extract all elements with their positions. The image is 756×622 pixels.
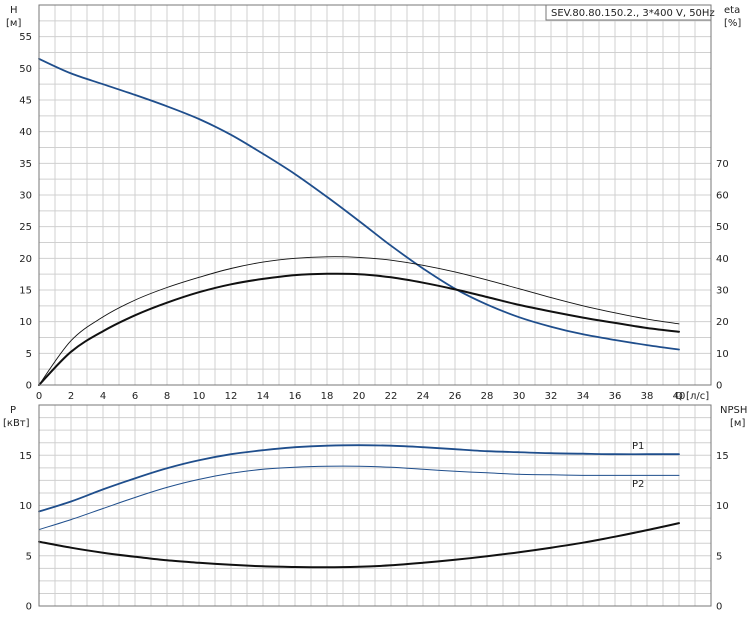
series-label-p1: P1 <box>632 441 644 452</box>
series-line-h <box>38 57 680 351</box>
top-x-ticks: 0 2 4 6 8 10 12 14 16 18 20 22 24 26 28 30 32 34 36 38 40 <box>36 391 686 402</box>
bottom-grid <box>39 405 711 606</box>
series-line-p1 <box>38 444 680 513</box>
left-tick-label: 40 <box>19 127 32 138</box>
x-tick-label: 24 <box>417 391 430 402</box>
left-tick-label: 0 <box>26 381 32 392</box>
right-tick-label: 10 <box>716 349 729 360</box>
right-tick-label: 0 <box>716 602 722 613</box>
top-left-ticks: 0 5 10 15 20 25 30 35 40 45 50 55 <box>19 32 32 391</box>
x-tick-label: 34 <box>577 391 590 402</box>
top-grid <box>39 5 711 385</box>
left-tick-label: 0 <box>26 602 32 613</box>
top-right-axis-label: eta <box>724 5 740 16</box>
left-tick-label: 10 <box>19 317 32 328</box>
top-right-axis-unit: [%] <box>724 18 741 29</box>
x-tick-label: 36 <box>609 391 622 402</box>
bottom-left-ticks: 0 5 10 15 <box>19 451 32 613</box>
series-line-npsh <box>38 522 680 569</box>
left-tick-label: 20 <box>19 254 32 265</box>
x-tick-label: 20 <box>353 391 366 402</box>
right-tick-label: 5 <box>716 551 722 562</box>
right-tick-label: 20 <box>716 317 729 328</box>
left-tick-label: 45 <box>19 96 32 107</box>
x-tick-label: 6 <box>132 391 138 402</box>
left-tick-label: 50 <box>19 64 32 75</box>
x-tick-label: 10 <box>193 391 206 402</box>
right-tick-label: 40 <box>716 254 729 265</box>
top-left-axis-unit: [м] <box>6 18 21 29</box>
left-tick-label: 10 <box>19 501 32 512</box>
left-tick-label: 55 <box>19 32 32 43</box>
top-series <box>38 57 680 386</box>
x-tick-label: 18 <box>321 391 334 402</box>
bottom-right-ticks: 0 5 10 15 <box>716 451 729 613</box>
right-tick-label: 15 <box>716 451 729 462</box>
x-tick-label: 16 <box>289 391 302 402</box>
bottom-right-axis-unit: [м] <box>730 418 745 429</box>
right-tick-label: 50 <box>716 222 729 233</box>
left-tick-label: 5 <box>26 551 32 562</box>
left-tick-label: 35 <box>19 159 32 170</box>
bottom-left-axis-label: P <box>10 405 16 416</box>
right-tick-label: 60 <box>716 191 729 202</box>
x-tick-label: 2 <box>68 391 74 402</box>
series-label-p2: P2 <box>632 479 644 490</box>
right-tick-label: 10 <box>716 501 729 512</box>
x-tick-label: 8 <box>164 391 170 402</box>
left-tick-label: 5 <box>26 349 32 360</box>
x-tick-label: 26 <box>449 391 462 402</box>
x-tick-label: 32 <box>545 391 558 402</box>
top-right-ticks: 0 10 20 30 40 50 60 70 <box>716 159 729 392</box>
x-tick-label: 14 <box>257 391 270 402</box>
bottom-plot-frame <box>38 404 712 607</box>
chart-title: SEV.80.80.150.2., 3*400 V, 50Hz <box>551 8 715 19</box>
right-tick-label: 70 <box>716 159 729 170</box>
x-tick-label: 4 <box>100 391 106 402</box>
left-tick-label: 30 <box>19 191 32 202</box>
chart-title-box <box>545 4 712 21</box>
x-tick-label: 12 <box>225 391 238 402</box>
x-tick-label: 28 <box>481 391 494 402</box>
x-tick-label: 0 <box>36 391 42 402</box>
series-line-eta-thin <box>38 256 680 386</box>
left-tick-label: 15 <box>19 451 32 462</box>
bottom-series <box>38 444 680 569</box>
right-tick-label: 0 <box>716 381 722 392</box>
bottom-panel: 0 5 10 15 0 5 10 15 P [кВт] NPSH [м] P1 P2 <box>3 404 747 613</box>
left-tick-label: 25 <box>19 222 32 233</box>
top-plot-frame <box>38 4 712 386</box>
x-tick-label: 30 <box>513 391 526 402</box>
x-axis-unit-label: Q [л/с] <box>675 391 709 402</box>
x-tick-label: 40 <box>673 391 686 402</box>
x-tick-label: 22 <box>385 391 398 402</box>
series-line-p2 <box>38 465 680 531</box>
series-line-eta-thick <box>38 272 680 386</box>
top-left-axis-label: H <box>10 5 18 16</box>
bottom-left-axis-unit: [кВт] <box>3 418 30 429</box>
right-tick-label: 30 <box>716 286 729 297</box>
x-tick-label: 38 <box>641 391 654 402</box>
bottom-right-axis-label: NPSH <box>720 405 747 416</box>
left-tick-label: 15 <box>19 286 32 297</box>
